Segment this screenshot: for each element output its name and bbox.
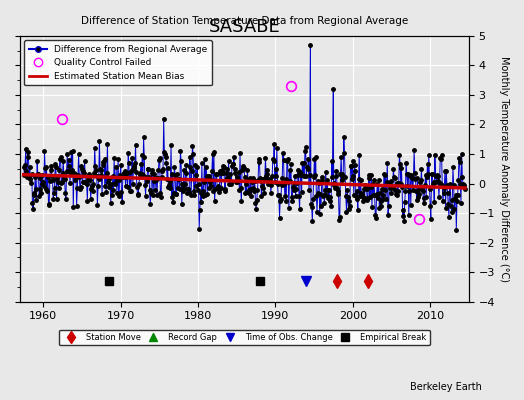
Title: SASABE: SASABE — [209, 18, 280, 36]
Y-axis label: Monthly Temperature Anomaly Difference (°C): Monthly Temperature Anomaly Difference (… — [499, 56, 509, 282]
Legend: Station Move, Record Gap, Time of Obs. Change, Empirical Break: Station Move, Record Gap, Time of Obs. C… — [59, 330, 430, 346]
Text: Berkeley Earth: Berkeley Earth — [410, 382, 482, 392]
Text: Difference of Station Temperature Data from Regional Average: Difference of Station Temperature Data f… — [81, 16, 408, 26]
